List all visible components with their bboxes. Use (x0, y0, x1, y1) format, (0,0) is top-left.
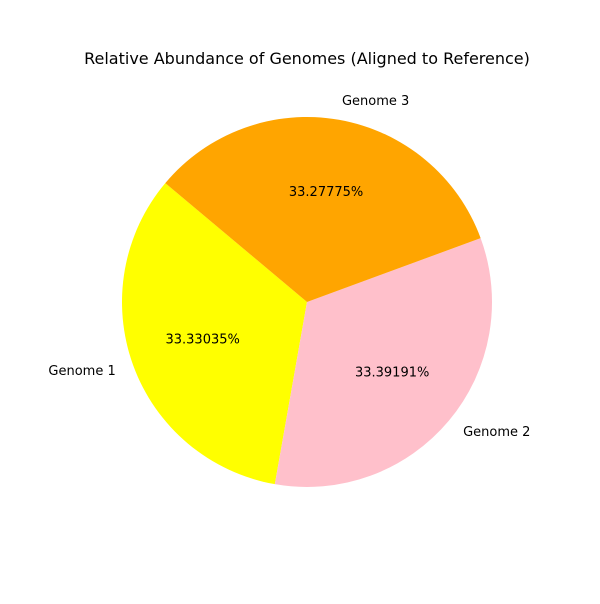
percent-label-genome-1: 33.33035% (165, 332, 239, 347)
slice-label-genome-1: Genome 1 (48, 364, 115, 379)
chart-title: Relative Abundance of Genomes (Aligned t… (84, 49, 530, 68)
pie-slice-genome-2 (274, 238, 493, 487)
slice-label-genome-3: Genome 3 (342, 94, 409, 109)
percent-label-genome-2: 33.39191% (355, 366, 429, 381)
pie-slices (121, 116, 493, 487)
slice-label-genome-2: Genome 2 (463, 425, 530, 440)
pie-slice-genome-3 (165, 116, 481, 302)
pie-labels: Genome 1 33.33035% Genome 2 33.39191% Genome… (48, 94, 530, 440)
pie-slice-genome-1 (121, 183, 307, 485)
percent-label-genome-3: 33.27775% (289, 185, 363, 200)
